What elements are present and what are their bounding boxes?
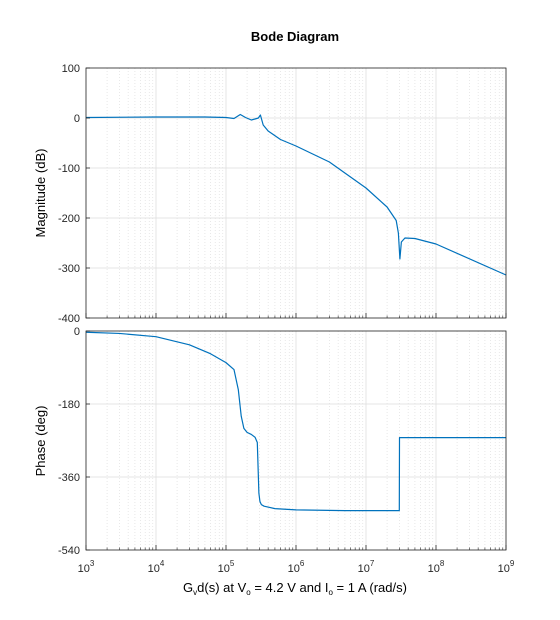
magnitude-panel: -400 -300 -200 -100 0 100 bbox=[58, 63, 507, 325]
x-tick-label: 108 bbox=[428, 559, 445, 575]
y-tick-label: -540 bbox=[58, 545, 80, 557]
y-tick-label: -300 bbox=[58, 263, 80, 275]
x-tick-label: 103 bbox=[78, 559, 95, 575]
magnitude-series-line bbox=[85, 113, 507, 276]
y-tick-label: 0 bbox=[74, 113, 80, 125]
x-tick-label: 104 bbox=[148, 559, 165, 575]
x-tick-label: 106 bbox=[288, 559, 305, 575]
y-tick-label: -180 bbox=[58, 399, 80, 411]
phase-panel: -540 -360 -180 0 103 104 105 106 107 108 109 bbox=[58, 326, 515, 575]
y-tick-label: 0 bbox=[74, 326, 80, 338]
y-tick-label: -360 bbox=[58, 472, 80, 484]
y-tick-label: -100 bbox=[58, 163, 80, 175]
x-tick-label: 107 bbox=[358, 559, 375, 575]
y-tick-label: -400 bbox=[58, 313, 80, 325]
phase-ylabel: Phase (deg) bbox=[33, 406, 48, 477]
x-tick-label: 105 bbox=[218, 559, 235, 575]
phase-series-line bbox=[85, 331, 506, 512]
y-tick-label: 100 bbox=[62, 63, 80, 75]
magnitude-ylabel: Magnitude (dB) bbox=[33, 149, 48, 238]
x-tick-label: 109 bbox=[498, 559, 515, 575]
chart-title: Bode Diagram bbox=[251, 29, 339, 44]
x-axis-label: Gvd(s) at Vo = 4.2 V and Io = 1 A (rad/s… bbox=[183, 580, 407, 597]
y-tick-label: -200 bbox=[58, 213, 80, 225]
